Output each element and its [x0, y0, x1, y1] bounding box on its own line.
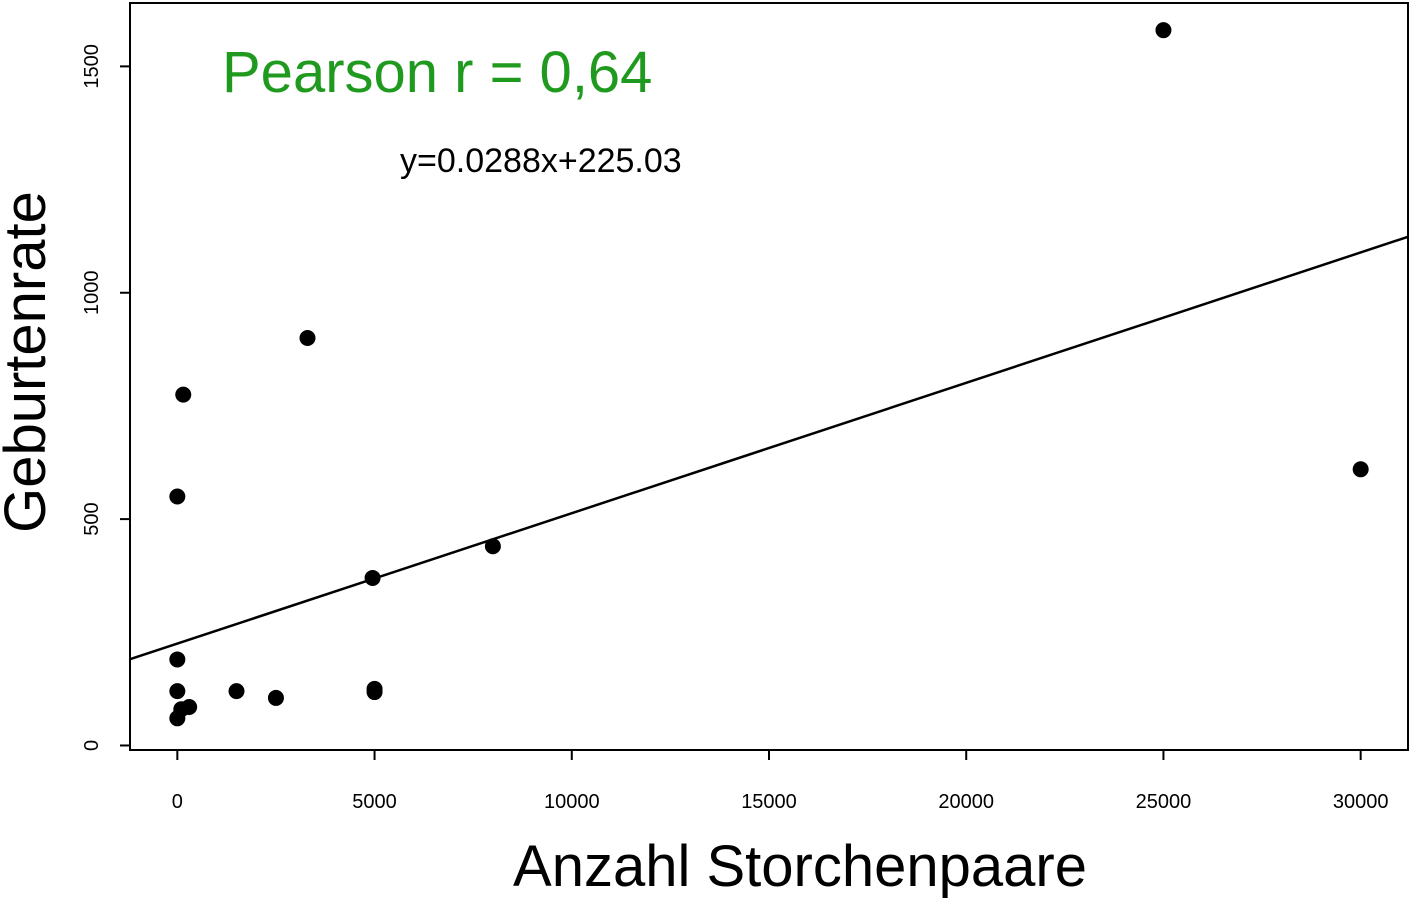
y-tick-label: 500	[81, 502, 103, 535]
pearson-annotation: Pearson r = 0,64	[222, 40, 652, 105]
regression-equation: y=0.0288x+225.03	[400, 142, 682, 180]
data-point	[169, 651, 186, 668]
x-axis-title: Anzahl Storchenpaare	[513, 834, 1087, 899]
y-axis-title: Geburtenrate	[0, 191, 58, 533]
data-point	[267, 689, 284, 706]
data-point	[484, 538, 501, 555]
x-tick-label: 20000	[938, 791, 994, 813]
x-tick-label: 0	[172, 791, 183, 813]
data-point	[364, 569, 381, 586]
x-tick-label: 25000	[1136, 791, 1192, 813]
data-point	[366, 684, 383, 701]
data-point	[299, 330, 316, 347]
data-point	[228, 683, 245, 700]
data-point	[169, 683, 186, 700]
data-point	[181, 698, 198, 715]
plot-frame	[129, 2, 1409, 751]
data-points	[169, 22, 1369, 727]
x-tick-label: 30000	[1333, 791, 1389, 813]
y-tick-label: 0	[81, 740, 103, 751]
x-tick-label: 15000	[741, 791, 797, 813]
y-axis-ticks: 0 500 1000 1500	[81, 44, 130, 751]
x-tick-label: 10000	[544, 791, 600, 813]
x-tick-label: 5000	[352, 791, 397, 813]
regression-line	[129, 235, 1409, 661]
data-point	[175, 386, 192, 403]
y-tick-label: 1500	[81, 44, 103, 89]
y-tick-label: 1000	[81, 270, 103, 315]
data-point	[169, 710, 186, 727]
data-point	[1155, 22, 1172, 39]
x-axis-ticks: 0 5000 10000 15000 20000 25000 30000	[172, 750, 1389, 813]
data-point	[1352, 461, 1369, 478]
data-point	[169, 488, 186, 505]
